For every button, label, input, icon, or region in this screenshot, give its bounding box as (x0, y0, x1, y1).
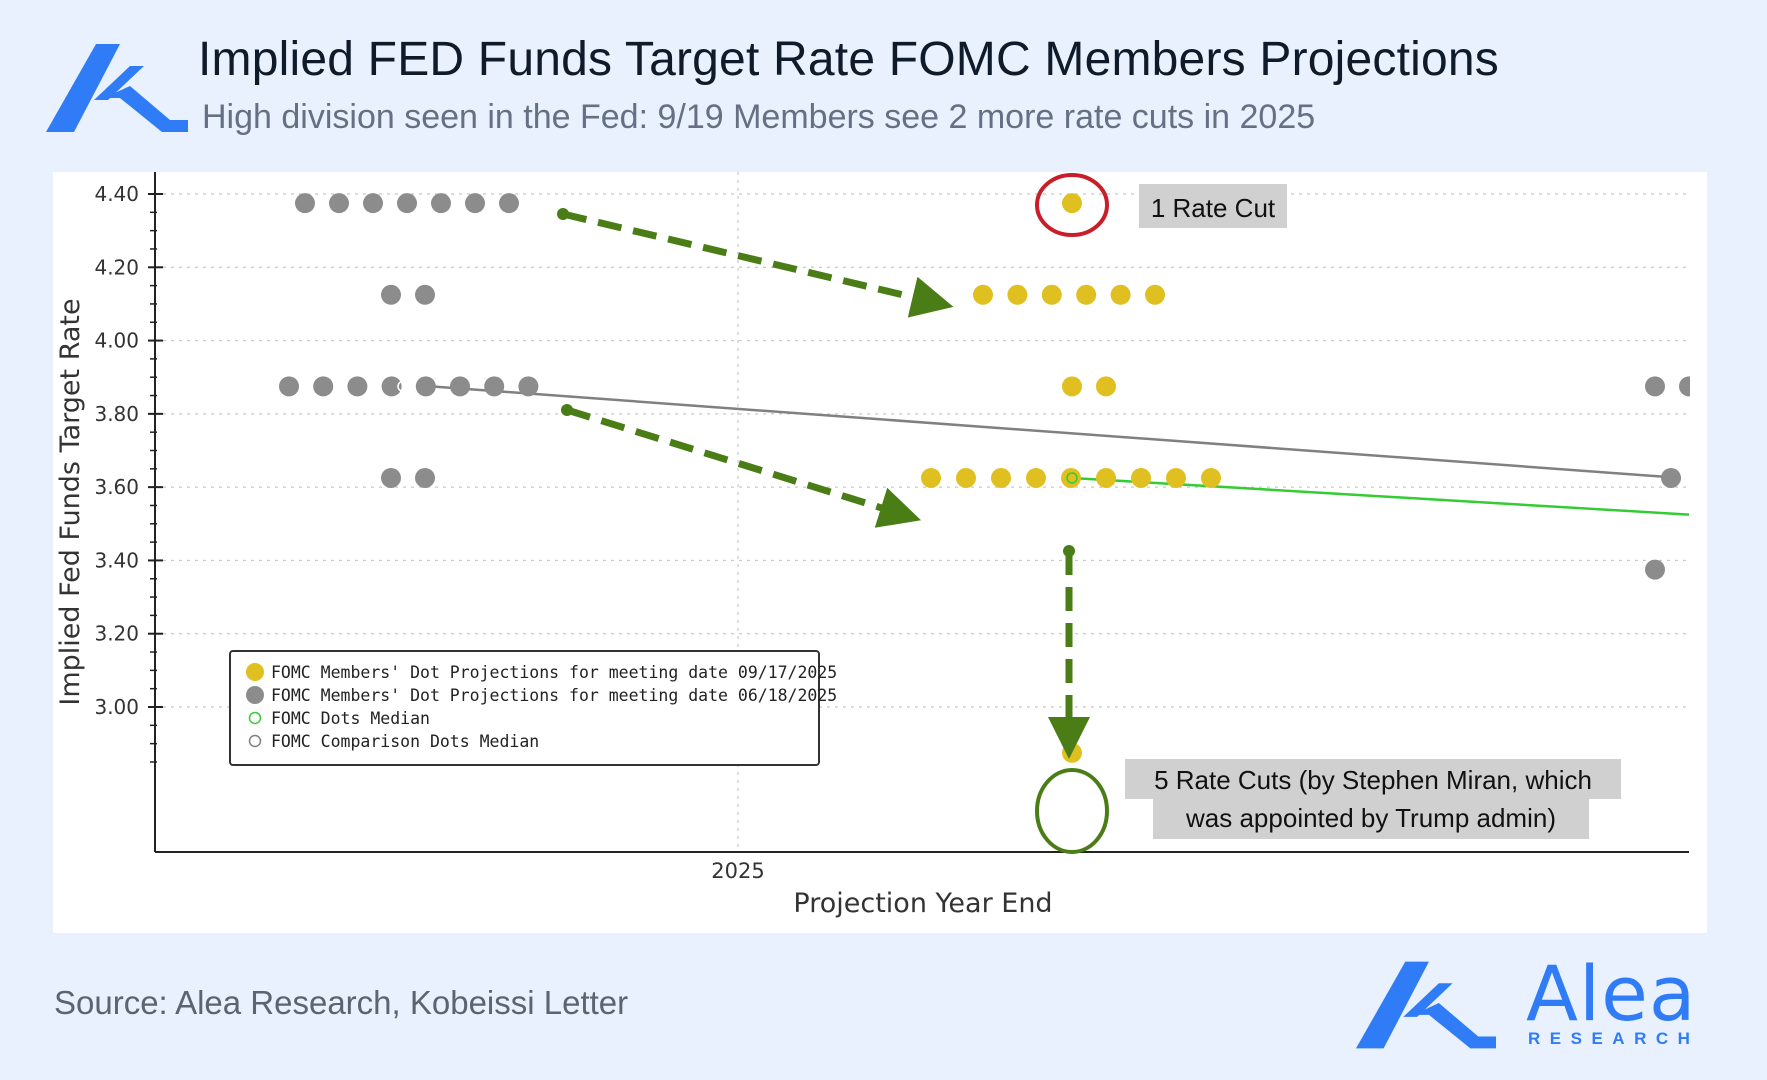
y-tick-label: 4.00 (94, 329, 139, 353)
arrow-middle (565, 406, 922, 528)
alea-logo-icon (1356, 961, 1496, 1049)
dot-sep-2025 (1096, 467, 1116, 488)
legend-swatch-median (248, 711, 262, 725)
y-tick-label: 3.20 (94, 622, 139, 646)
y-tick-label: 3.80 (94, 402, 139, 426)
dot-sep-2025 (1062, 376, 1082, 397)
dot-jun-2025 (450, 376, 470, 397)
legend: FOMC Members' Dot Projections for meetin… (229, 650, 837, 766)
comparison-median-marker (397, 380, 409, 393)
dot-jun-2025 (363, 193, 383, 214)
dot-jun-2025 (484, 376, 505, 397)
y-tick-label: 3.00 (94, 695, 139, 719)
annotation-1-rate-cut: 1 Rate Cut (1139, 184, 1287, 228)
dot-jun-2025 (381, 467, 401, 488)
dot-sep-2025 (991, 467, 1011, 488)
dot-jun-2025 (381, 376, 402, 397)
dot-sep-2025 (1061, 467, 1081, 488)
dot-sep-2025 (956, 467, 976, 488)
x-axis-label: Projection Year End (793, 888, 1052, 919)
dot-jun-2025 (415, 284, 435, 305)
plot-edge-mask (1690, 172, 1707, 933)
dot-jun-2025 (518, 376, 539, 397)
dot-jun-2025 (279, 376, 299, 397)
highlight-ring-red (1035, 173, 1109, 237)
y-tick-label: 3.60 (94, 475, 139, 499)
dot-sep-2025 (1096, 376, 1116, 397)
highlight-ring-green (1035, 768, 1109, 854)
dot-sep-2025 (973, 284, 993, 305)
dot-sep-2025 (1007, 284, 1028, 305)
alea-logo-icon (46, 44, 188, 132)
grid-lines (155, 172, 1689, 852)
y-tick-label: 4.20 (94, 255, 139, 279)
dot-jun-2025 (329, 193, 349, 214)
dot-sep-2025 (1110, 284, 1131, 305)
dot-sep-2025 (1131, 467, 1151, 488)
x-tick-label-2025: 2025 (711, 859, 764, 883)
dot-plot-chart: 4.40 4.20 4.00 3.80 3.60 3.40 3.20 3.00 2025 Pr… (55, 172, 1707, 933)
dot-jun-2026 (1661, 467, 1681, 488)
legend-label-sep: FOMC Members' Dot Projections for meetin… (271, 663, 837, 682)
page-subtitle: High division seen in the Fed: 9/19 Memb… (202, 98, 1316, 136)
dot-jun-2025 (499, 193, 519, 214)
chart-panel: 4.40 4.20 4.00 3.80 3.60 3.40 3.20 3.00 2025 Pr… (53, 172, 1707, 933)
dot-jun-2025 (397, 193, 417, 214)
dot-jun-2025 (431, 193, 451, 214)
annotation-text-line2: was appointed by Trump admin) (1185, 803, 1556, 833)
legend-label-comparison: FOMC Comparison Dots Median (271, 732, 539, 751)
dot-jun-2026 (1645, 559, 1665, 580)
dot-sep-2025 (1166, 467, 1186, 488)
dot-jun-2025 (381, 284, 401, 305)
dot-sep-2025 (1201, 467, 1221, 488)
dot-sep-2025 (1062, 742, 1082, 763)
dot-sep-2025 (1041, 284, 1062, 305)
dot-jun-2025 (347, 376, 368, 397)
arrow-top (562, 210, 954, 318)
source-note: Source: Alea Research, Kobeissi Letter (54, 984, 629, 1021)
brand-logo: Alea RESEARCH (1356, 949, 1756, 1055)
brand-wordmark: Alea (1526, 949, 1697, 1038)
annotation-text-line1: 5 Rate Cuts (by Stephen Miran, which (1154, 765, 1592, 795)
legend-swatch-jun (246, 686, 264, 704)
legend-label-jun: FOMC Members' Dot Projections for meetin… (271, 686, 837, 705)
dot-sep-2025 (921, 467, 941, 488)
median-marker (1066, 472, 1078, 484)
annotation-5-rate-cuts: 5 Rate Cuts (by Stephen Miran, which was… (1125, 759, 1621, 839)
y-axis-label: Implied Fed Funds Target Rate (55, 298, 86, 705)
dot-jun-2025 (295, 193, 315, 214)
median-line (1071, 476, 1690, 516)
dot-projections (279, 172, 1707, 933)
dot-sep-2025 (1076, 284, 1097, 305)
dot-jun-2025 (415, 467, 435, 488)
brand-subtitle: RESEARCH (1528, 1029, 1700, 1048)
legend-label-median: FOMC Dots Median (271, 709, 430, 728)
dot-jun-2026 (1645, 376, 1665, 397)
dot-sep-2025 (1062, 193, 1082, 214)
page-title: Implied FED Funds Target Rate FOMC Membe… (198, 33, 1500, 86)
comparison-median-line (430, 385, 1682, 480)
y-axis: 4.40 4.20 4.00 3.80 3.60 3.40 3.20 3.00 (94, 182, 163, 763)
annotation-text: 1 Rate Cut (1151, 193, 1276, 223)
dot-sep-2025 (1026, 467, 1046, 488)
median-lines (430, 385, 1690, 516)
y-tick-label: 3.40 (94, 548, 139, 572)
legend-swatch-sep (246, 663, 264, 681)
legend-swatch-comparison (248, 734, 262, 748)
trend-arrows (557, 208, 1090, 759)
dot-jun-2025 (415, 376, 436, 397)
dot-jun-2025 (313, 376, 334, 397)
dot-sep-2025 (1145, 284, 1165, 305)
y-tick-label: 4.40 (94, 182, 139, 206)
dot-jun-2025 (465, 193, 485, 214)
